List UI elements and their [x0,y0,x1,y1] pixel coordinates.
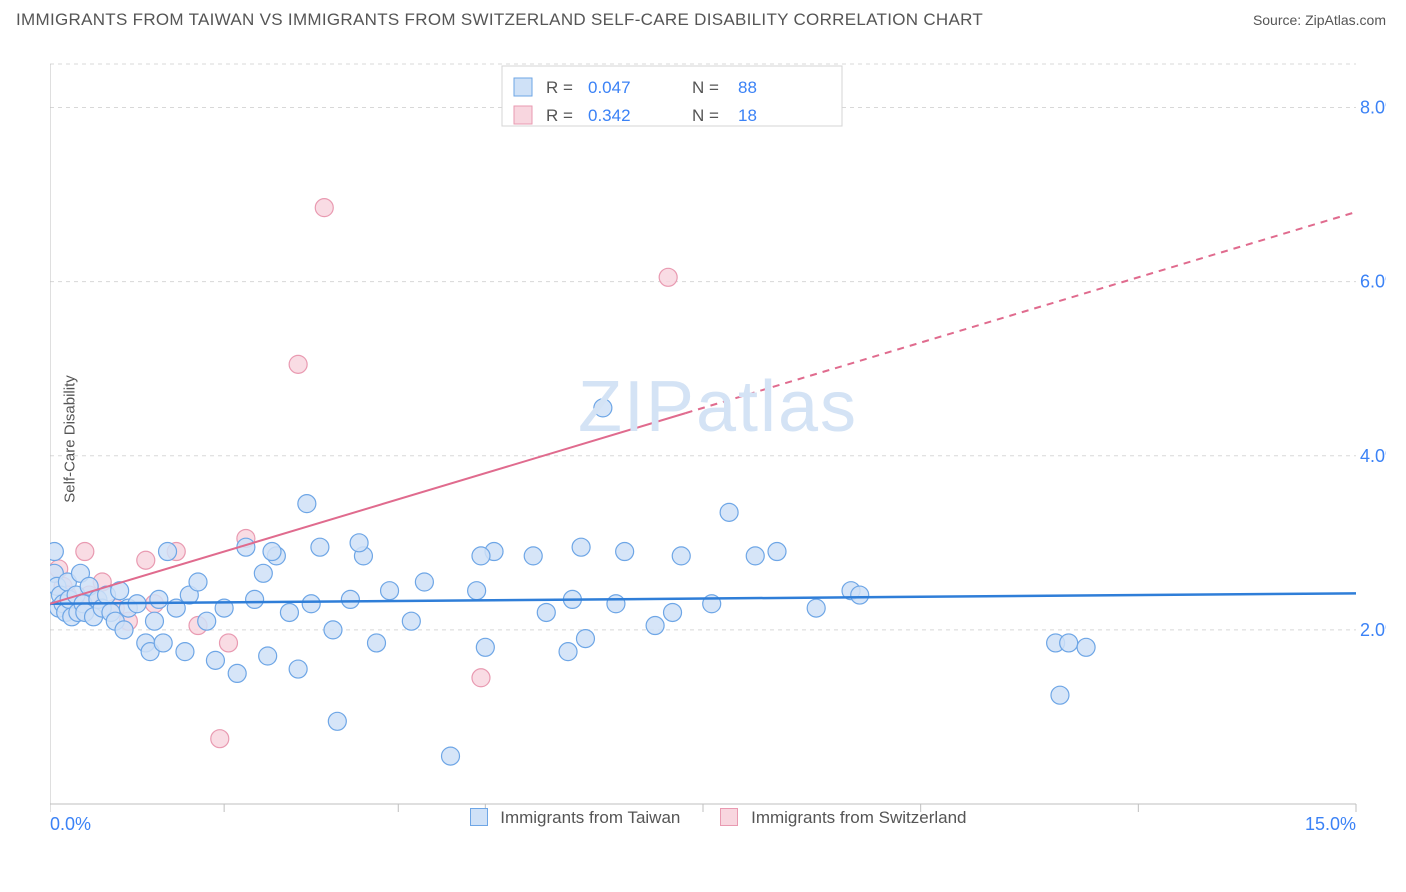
svg-text:R =: R = [546,106,573,125]
chart-source: Source: ZipAtlas.com [1253,12,1386,28]
scatter-chart-svg: 2.0%4.0%6.0%8.0%0.0%15.0%R =0.047N =88R … [50,44,1386,834]
svg-text:2.0%: 2.0% [1360,620,1386,640]
chart-title: IMMIGRANTS FROM TAIWAN VS IMMIGRANTS FRO… [16,10,983,30]
chart-area: Self-Care Disability ZIPatlas 2.0%4.0%6.… [50,44,1386,834]
svg-text:R =: R = [546,78,573,97]
svg-text:0.342: 0.342 [588,106,631,125]
svg-text:N =: N = [692,106,719,125]
legend-swatch-taiwan [470,808,488,826]
source-label: Source: [1253,12,1301,28]
series-legend: Immigrants from Taiwan Immigrants from S… [50,802,1386,834]
legend-swatch-switzerland [720,808,738,826]
svg-text:8.0%: 8.0% [1360,98,1386,118]
svg-text:88: 88 [738,78,757,97]
legend-label-switzerland: Immigrants from Switzerland [751,808,966,827]
svg-text:4.0%: 4.0% [1360,446,1386,466]
legend-label-taiwan: Immigrants from Taiwan [500,808,680,827]
legend-item-taiwan: Immigrants from Taiwan [470,808,681,828]
source-link[interactable]: ZipAtlas.com [1305,12,1386,28]
y-axis-label: Self-Care Disability [61,375,78,503]
svg-text:18: 18 [738,106,757,125]
svg-text:N =: N = [692,78,719,97]
svg-text:0.047: 0.047 [588,78,631,97]
svg-text:6.0%: 6.0% [1360,272,1386,292]
chart-header: IMMIGRANTS FROM TAIWAN VS IMMIGRANTS FRO… [0,0,1406,36]
legend-item-switzerland: Immigrants from Switzerland [720,808,966,828]
